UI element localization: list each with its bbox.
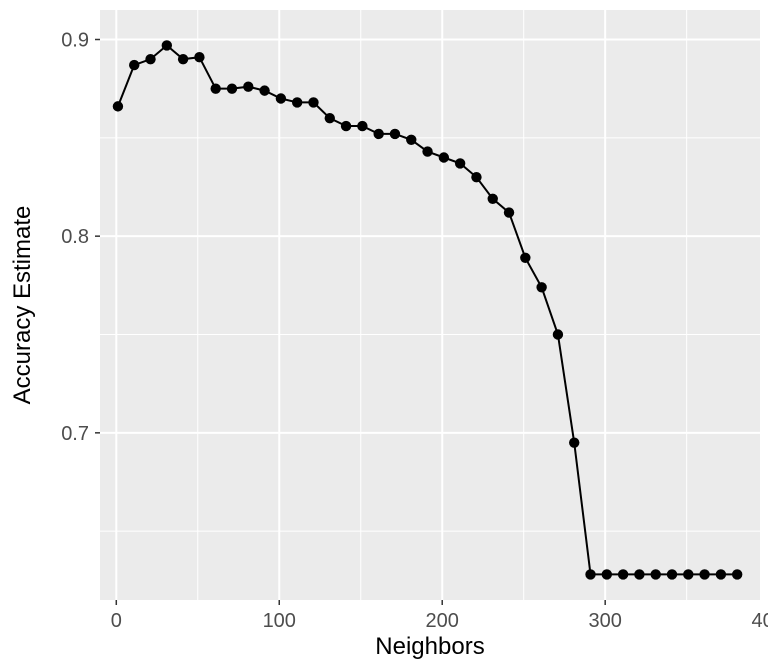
data-point xyxy=(113,101,123,111)
data-point xyxy=(243,82,253,92)
data-point xyxy=(325,113,335,123)
data-point xyxy=(390,129,400,139)
data-point xyxy=(520,253,530,263)
data-point xyxy=(341,121,351,131)
data-point xyxy=(194,52,204,62)
data-point xyxy=(439,152,449,162)
data-point xyxy=(422,146,432,156)
data-point xyxy=(211,83,221,93)
data-point xyxy=(732,569,742,579)
accuracy-vs-neighbors-chart: 0 100 200 300 400 0.7 0.8 0.9 Neighbors Accuracy … xyxy=(0,0,768,672)
data-point xyxy=(536,282,546,292)
data-point xyxy=(292,97,302,107)
data-point xyxy=(618,569,628,579)
data-point xyxy=(227,83,237,93)
data-point xyxy=(667,569,677,579)
data-point xyxy=(553,329,563,339)
x-tick-label: 200 xyxy=(426,610,459,632)
data-point xyxy=(504,207,514,217)
data-point xyxy=(357,121,367,131)
y-tick-label: 0.8 xyxy=(61,226,89,248)
data-point xyxy=(406,135,416,145)
data-point xyxy=(178,54,188,64)
y-tick-label: 0.9 xyxy=(61,30,89,52)
data-point xyxy=(373,129,383,139)
chart-container: 0 100 200 300 400 0.7 0.8 0.9 Neighbors Accuracy … xyxy=(0,0,768,672)
data-point xyxy=(585,569,595,579)
data-point xyxy=(488,194,498,204)
x-tick-label: 100 xyxy=(263,610,296,632)
x-tick-label: 300 xyxy=(588,610,621,632)
x-tick-label: 0 xyxy=(111,610,122,632)
data-point xyxy=(569,437,579,447)
data-point xyxy=(716,569,726,579)
data-point xyxy=(259,85,269,95)
y-axis-label: Accuracy Estimate xyxy=(9,206,36,405)
data-point xyxy=(651,569,661,579)
x-tick-label: 400 xyxy=(751,610,768,632)
data-point xyxy=(634,569,644,579)
data-point xyxy=(699,569,709,579)
data-point xyxy=(308,97,318,107)
data-point xyxy=(162,40,172,50)
data-point xyxy=(602,569,612,579)
x-axis-label: Neighbors xyxy=(375,633,484,660)
data-point xyxy=(276,93,286,103)
data-point xyxy=(455,158,465,168)
plot-panel xyxy=(100,10,760,600)
y-tick-label: 0.7 xyxy=(61,423,89,445)
data-point xyxy=(129,60,139,70)
data-point xyxy=(471,172,481,182)
data-point xyxy=(683,569,693,579)
data-point xyxy=(145,54,155,64)
